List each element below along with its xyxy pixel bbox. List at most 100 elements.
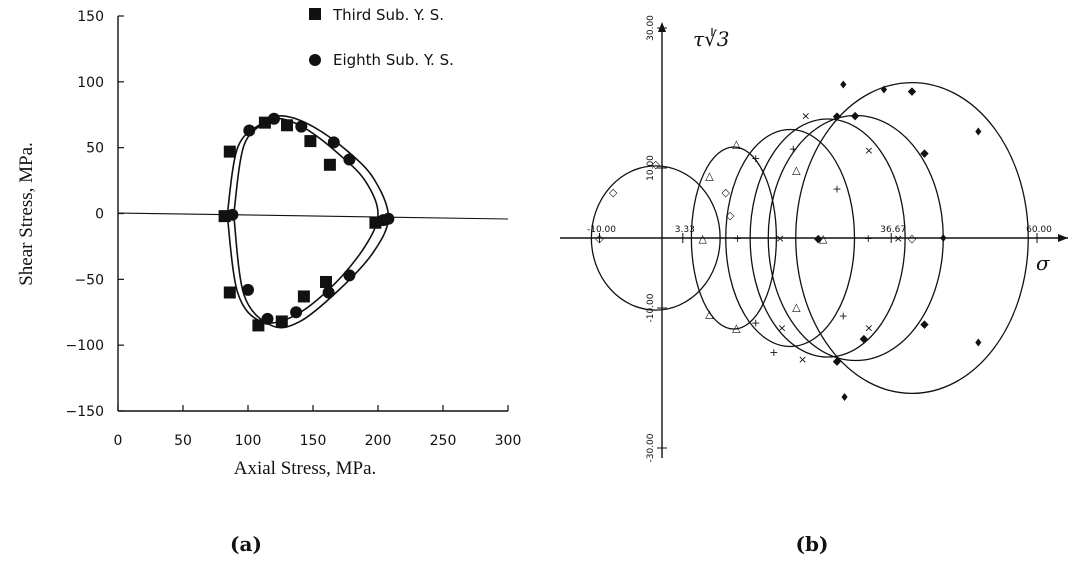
mohr-marker: ×	[798, 353, 807, 366]
third-sub-point	[223, 286, 236, 299]
third-sub-point	[320, 275, 332, 288]
b-x-tick-label: 3.33	[675, 225, 695, 235]
mohr-marker: ◆	[920, 317, 929, 330]
eighth-sub-point	[261, 312, 274, 325]
eighth-sub-point	[295, 120, 308, 133]
third-sub-point	[275, 315, 288, 328]
eighth-sub-point	[243, 124, 256, 137]
b-y-tick-label: -30.00	[646, 433, 656, 462]
mohr-circle	[590, 165, 721, 311]
mohr-marker: △	[792, 163, 801, 176]
mohr-marker: ◇	[609, 186, 618, 199]
y-tick-label: 100	[77, 75, 104, 91]
mohr-marker: ◇	[595, 232, 604, 245]
mohr-marker: ♦	[838, 79, 848, 92]
mohr-marker: ♦	[973, 336, 983, 349]
y-tick-label: 50	[86, 141, 104, 157]
mohr-marker: ◆	[833, 110, 842, 123]
mohr-marker: ×	[776, 232, 785, 245]
chart-a-zero-line	[117, 212, 509, 220]
panel-a-label: (a)	[230, 532, 262, 556]
mohr-circle	[795, 81, 1029, 395]
mohr-circle	[690, 146, 778, 330]
yield-surface-curve	[232, 115, 390, 329]
mohr-marker: ◆	[908, 84, 917, 97]
y-tick-label: −100	[66, 338, 104, 354]
chart-a-ylabel: Shear Stress, MPa.	[16, 142, 37, 286]
mohr-marker: ◇	[722, 186, 731, 199]
mohr-marker: ◆	[833, 355, 842, 368]
mohr-marker: +	[789, 142, 798, 155]
third-sub-point	[252, 319, 265, 332]
x-tick-label: 100	[235, 433, 262, 449]
chart-b-circles	[590, 81, 1029, 395]
mohr-marker: ♦	[879, 84, 889, 97]
x-tick-label: 50	[174, 433, 192, 449]
mohr-marker: △	[819, 232, 828, 245]
chart-a-legend: Third Sub. Y. S. Eighth Sub. Y. S.	[309, 6, 454, 69]
chart-a: 0 50 100 150 200 250 300 150 100 50 0 −50 −100 −150 A…	[16, 6, 521, 479]
eighth-sub-point	[343, 153, 356, 166]
third-sub-point	[323, 158, 336, 171]
mohr-marker: ♦	[840, 391, 850, 404]
legend-square-marker	[309, 8, 321, 20]
mohr-circle	[725, 128, 856, 348]
mohr-marker: ◆	[814, 232, 823, 245]
y-tick-label: 0	[95, 207, 104, 223]
legend-circle-marker	[309, 54, 321, 66]
eighth-sub-point	[226, 208, 239, 221]
mohr-marker: ◆	[851, 109, 860, 122]
eighth-sub-point	[242, 283, 254, 296]
chart-a-points	[218, 112, 395, 332]
mohr-marker: ×	[801, 110, 810, 123]
mohr-marker: ◇	[652, 158, 661, 171]
mohr-marker: +	[832, 182, 841, 195]
mohr-circle	[749, 118, 906, 358]
x-tick-label: 200	[365, 433, 392, 449]
third-sub-point	[281, 119, 293, 132]
legend-label-eighth: Eighth Sub. Y. S.	[333, 51, 454, 69]
chart-b-y-arrow	[658, 22, 666, 32]
b-y-tick-label: -10.00	[646, 293, 656, 322]
mohr-marker: △	[732, 322, 741, 335]
mohr-marker: ×	[777, 322, 786, 335]
third-sub-point	[223, 145, 236, 158]
legend-label-third: Third Sub. Y. S.	[332, 6, 444, 24]
mohr-marker: +	[769, 346, 778, 359]
y-tick-label: 150	[77, 9, 104, 25]
mohr-marker: +	[751, 152, 760, 165]
mohr-marker: △	[792, 301, 801, 314]
mohr-marker: ◇	[726, 209, 735, 222]
mohr-marker: ×	[864, 144, 873, 157]
mohr-marker: ◇	[908, 232, 917, 245]
eighth-sub-point	[382, 212, 395, 225]
mohr-marker: ♦	[938, 232, 948, 245]
x-tick-label: 250	[430, 433, 457, 449]
chart-b-markers: ◇◇◇◇◇◇△△△△△△△△++++++++×××××××◆◆◆◆◆◆◆◆♦ ♦♦…	[595, 79, 983, 404]
b-y-tick-label: 30.00	[646, 15, 656, 41]
mohr-marker: ×	[864, 322, 873, 335]
third-sub-point	[304, 135, 317, 148]
chart-b-xlabel: σ	[1036, 251, 1051, 275]
mohr-marker: △	[705, 308, 714, 321]
y-tick-label: −150	[66, 404, 104, 420]
third-sub-point	[297, 290, 310, 303]
mohr-marker: +	[839, 310, 848, 323]
chart-a-ticks: 0 50 100 150 200 250 300 150 100 50 0 −50 −100 −150	[66, 9, 522, 449]
x-tick-label: 0	[114, 433, 123, 449]
x-tick-label: 150	[300, 433, 327, 449]
mohr-marker: △	[705, 170, 714, 183]
mohr-circle	[767, 114, 944, 362]
mohr-marker: +	[864, 232, 873, 245]
eighth-sub-point	[322, 286, 335, 299]
eighth-sub-point	[268, 112, 280, 125]
mohr-marker: ♦	[973, 126, 983, 139]
b-x-tick-label: 36.67	[880, 225, 906, 235]
mohr-marker: +	[733, 232, 742, 245]
mohr-marker: ◆	[860, 332, 869, 345]
mohr-marker: △	[732, 138, 741, 151]
third-sub-point	[258, 116, 271, 129]
mohr-marker: ×	[894, 232, 903, 245]
chart-a-xlabel: Axial Stress, MPa.	[234, 458, 377, 479]
